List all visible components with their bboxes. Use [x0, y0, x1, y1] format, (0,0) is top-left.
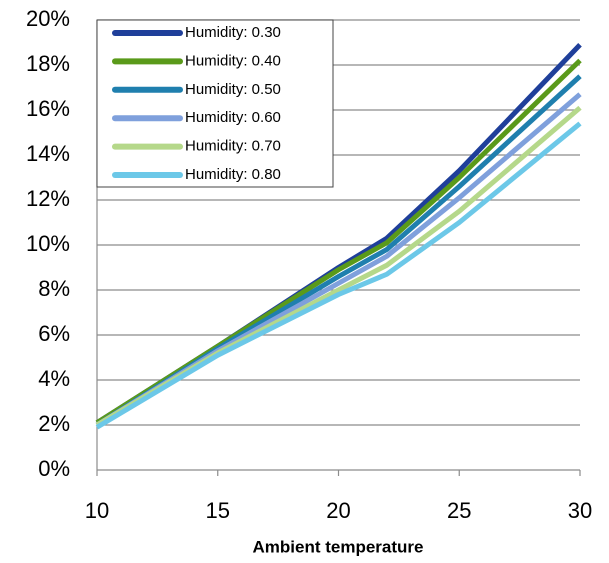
legend-label: Humidity: 0.30 — [185, 24, 281, 41]
y-tick-label: 6% — [38, 321, 70, 346]
y-tick-label: 20% — [26, 6, 70, 31]
series-line — [95, 121, 582, 430]
x-axis-label: Ambient temperature — [253, 537, 424, 556]
legend-label: Humidity: 0.60 — [185, 109, 281, 126]
y-tick-label: 0% — [38, 456, 70, 481]
y-tick-label: 10% — [26, 231, 70, 256]
x-tick-label: 25 — [447, 498, 471, 523]
legend-label: Humidity: 0.50 — [185, 81, 281, 98]
y-tick-label: 18% — [26, 51, 70, 76]
x-tick-label: 20 — [326, 498, 350, 523]
legend-label: Humidity: 0.80 — [185, 166, 281, 183]
y-tick-label: 8% — [38, 276, 70, 301]
y-tick-label: 2% — [38, 411, 70, 436]
x-tick-label: 10 — [85, 498, 109, 523]
y-tick-label: 4% — [38, 366, 70, 391]
x-tick-label: 30 — [568, 498, 592, 523]
legend-box — [96, 19, 334, 188]
x-tick-label: 15 — [206, 498, 230, 523]
y-tick-label: 16% — [26, 96, 70, 121]
legend: Humidity: 0.30 Humidity: 0.40 Humidity: 0.… — [96, 19, 334, 188]
y-tick-label: 12% — [26, 186, 70, 211]
legend-label: Humidity: 0.70 — [185, 138, 281, 155]
y-tick-label: 14% — [26, 141, 70, 166]
legend-label: Humidity: 0.40 — [185, 52, 281, 69]
